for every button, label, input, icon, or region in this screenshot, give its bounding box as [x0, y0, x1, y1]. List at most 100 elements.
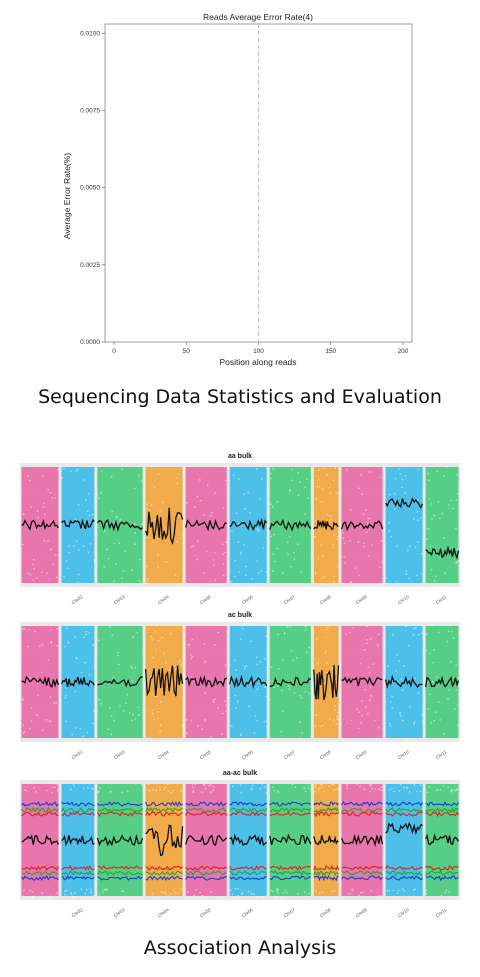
- snp-point: [315, 890, 317, 892]
- snp-point: [150, 504, 153, 506]
- chromosome-label: Chr04: [157, 907, 170, 918]
- snp-point: [30, 506, 32, 508]
- snp-point: [135, 783, 137, 785]
- snp-point: [106, 889, 108, 892]
- snp-point: [106, 896, 108, 898]
- snp-point: [405, 570, 407, 572]
- snp-point: [369, 528, 371, 531]
- snp-point: [378, 788, 380, 790]
- snp-point: [349, 631, 351, 634]
- snp-point: [80, 888, 82, 890]
- snp-point: [199, 892, 201, 894]
- error-rate-chart: Reads Average Error Rate(4) 0 50 100 150 200…: [62, 12, 413, 367]
- snp-point: [155, 518, 157, 520]
- snp-point: [414, 888, 416, 890]
- snp-point: [259, 661, 262, 663]
- snp-point: [173, 789, 175, 791]
- snp-point: [299, 737, 301, 739]
- snp-point: [289, 625, 292, 627]
- snp-point: [235, 707, 237, 709]
- snp-point: [103, 889, 105, 891]
- snp-point: [431, 624, 433, 626]
- snp-point: [277, 791, 280, 793]
- snp-point: [181, 535, 184, 537]
- snp-point: [29, 728, 31, 730]
- snp-point: [307, 497, 309, 499]
- snp-point: [161, 667, 164, 669]
- snp-point: [319, 783, 322, 785]
- snp-point: [107, 522, 109, 525]
- snp-point: [136, 632, 138, 634]
- snp-point: [46, 572, 48, 574]
- snp-point: [131, 897, 133, 899]
- snp-point: [380, 789, 382, 791]
- snp-point: [240, 792, 242, 794]
- snp-point: [420, 790, 422, 792]
- snp-point: [45, 719, 48, 721]
- snp-point: [446, 640, 449, 643]
- snp-point: [394, 478, 397, 480]
- snp-point: [324, 897, 326, 900]
- threshold-line: [185, 811, 228, 817]
- snp-point: [402, 888, 404, 890]
- error-rate-x-tick-label: 200: [398, 348, 409, 355]
- snp-point: [304, 690, 307, 693]
- snp-point: [240, 551, 242, 553]
- snp-point: [254, 715, 257, 717]
- snp-point: [65, 720, 67, 723]
- threshold-line: [313, 874, 339, 882]
- threshold-line: [269, 806, 312, 813]
- snp-point: [322, 724, 324, 727]
- snp-point: [377, 645, 379, 648]
- snp-point: [415, 627, 417, 629]
- snp-point: [443, 475, 445, 477]
- snp-point: [290, 566, 292, 568]
- snp-point: [333, 789, 335, 791]
- snp-point: [258, 529, 260, 532]
- snp-point: [98, 897, 100, 899]
- snp-point: [146, 508, 148, 510]
- snp-point: [282, 572, 284, 574]
- snp-point: [450, 661, 452, 663]
- snp-point: [178, 473, 180, 476]
- threshold-line: [425, 811, 459, 818]
- snp-point: [304, 513, 306, 515]
- snp-point: [308, 646, 310, 649]
- snp-point: [210, 736, 212, 738]
- snp-point: [264, 686, 266, 688]
- threshold-line: [96, 870, 143, 876]
- snp-point: [106, 548, 108, 551]
- snp-point: [328, 785, 330, 787]
- snp-point: [293, 551, 295, 554]
- snp-point: [276, 501, 279, 503]
- snp-point: [230, 682, 233, 684]
- snp-point: [151, 709, 153, 711]
- snp-point: [404, 739, 407, 742]
- snp-point: [314, 783, 317, 785]
- snp-point: [195, 889, 197, 891]
- snp-point: [341, 531, 344, 534]
- snp-point: [396, 545, 398, 547]
- snp-point: [180, 888, 182, 890]
- snp-point: [332, 544, 334, 546]
- snp-point: [180, 790, 182, 792]
- snp-point: [286, 626, 289, 628]
- snp-point: [174, 891, 176, 893]
- threshold-line: [385, 869, 423, 877]
- panel-aa-ac-bulk: aa-ac bulk Chr02 Chr03 Chr04 Chr05 Chr06 Chr07…: [20, 770, 460, 918]
- snp-point: [293, 558, 296, 560]
- snp-point: [377, 727, 380, 729]
- threshold-line: [96, 811, 143, 817]
- snp-point: [27, 572, 30, 575]
- snp-point: [256, 560, 258, 562]
- snp-point: [325, 650, 327, 652]
- trend-line: [61, 518, 95, 530]
- snp-point: [445, 889, 448, 892]
- snp-point: [160, 891, 162, 893]
- snp-point: [304, 790, 307, 793]
- snp-point: [22, 698, 24, 700]
- trend-line: [425, 545, 460, 560]
- trend-line: [313, 520, 339, 531]
- snp-point: [337, 565, 339, 568]
- snp-point: [450, 738, 453, 740]
